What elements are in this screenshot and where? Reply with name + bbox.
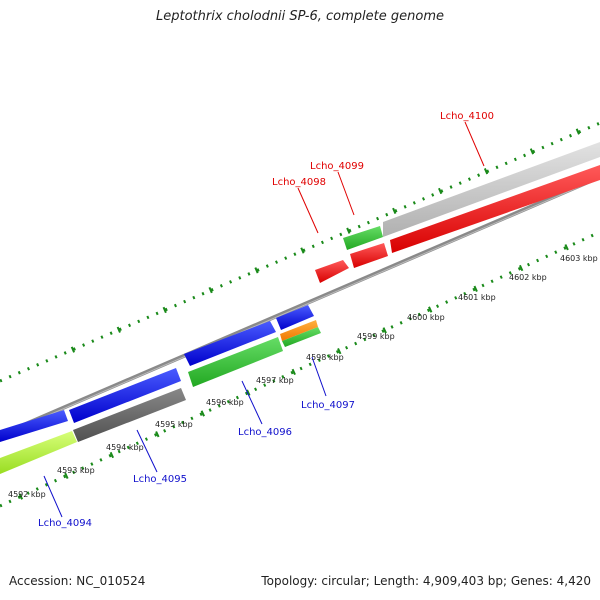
genome-title: Leptothrix cholodnii SP-6, complete geno…: [156, 9, 444, 24]
tick-label: 4599 kbp: [357, 332, 395, 341]
gene-label-lcho-4097[interactable]: Lcho_4097: [301, 400, 355, 411]
gene-label-lcho-4099[interactable]: Lcho_4099: [310, 161, 364, 172]
gene-green-thin[interactable]: [282, 327, 321, 347]
gene-label-lcho-4100[interactable]: Lcho_4100: [440, 111, 494, 122]
gene-green-mid[interactable]: [188, 337, 283, 387]
gene-label-lcho-4098[interactable]: Lcho_4098: [272, 177, 326, 188]
gene-label-lcho-4096[interactable]: Lcho_4096: [238, 427, 292, 438]
tick-marks-outer: [0, 119, 600, 383]
genome-summary-text: Topology: circular; Length: 4,909,403 bp…: [261, 574, 591, 588]
gene-red-mid[interactable]: [350, 243, 388, 268]
tick-label: 4592 kbp: [8, 490, 46, 499]
leader-lines: [43, 121, 485, 518]
gene-dark-grey[interactable]: [73, 388, 186, 442]
gene-lcho-4097-bar[interactable]: [0, 410, 68, 442]
gene-lime[interactable]: [0, 431, 77, 474]
tick-label: 4598 kbp: [306, 353, 344, 362]
gene-red-long[interactable]: [390, 165, 600, 253]
gene-labels: Lcho_4094 Lcho_4095 Lcho_4096 Lcho_4097 …: [38, 111, 494, 529]
accession-text: Accession: NC_010524: [9, 574, 146, 588]
gene-lcho-4100-bar[interactable]: [383, 142, 600, 237]
tick-label: 4603 kbp: [560, 254, 598, 263]
tick-label: 4593 kbp: [57, 466, 95, 475]
backbone: [0, 175, 600, 437]
reverse-features: [0, 165, 600, 474]
tick-label: 4601 kbp: [458, 293, 496, 302]
gene-lcho-4099-bar[interactable]: [343, 226, 383, 250]
gene-orange[interactable]: [280, 320, 318, 341]
tick-label: 4600 kbp: [407, 313, 445, 322]
tick-label: 4595 kbp: [155, 420, 193, 429]
tick-labels: 4592 kbp 4593 kbp 4594 kbp 4595 kbp 4596…: [8, 254, 598, 499]
gene-lcho-4098-bar[interactable]: [184, 321, 276, 366]
gene-label-lcho-4095[interactable]: Lcho_4095: [133, 474, 187, 485]
gene-lcho-4098-bar-b[interactable]: [69, 368, 181, 423]
gene-red-small[interactable]: [315, 260, 349, 283]
gene-label-lcho-4094[interactable]: Lcho_4094: [38, 518, 92, 529]
tick-label: 4594 kbp: [106, 443, 144, 452]
forward-features: [0, 142, 600, 442]
tick-label: 4597 kbp: [256, 376, 294, 385]
tick-label: 4602 kbp: [509, 273, 547, 282]
tick-label: 4596 kbp: [206, 398, 244, 407]
gene-blue-small[interactable]: [276, 305, 314, 330]
